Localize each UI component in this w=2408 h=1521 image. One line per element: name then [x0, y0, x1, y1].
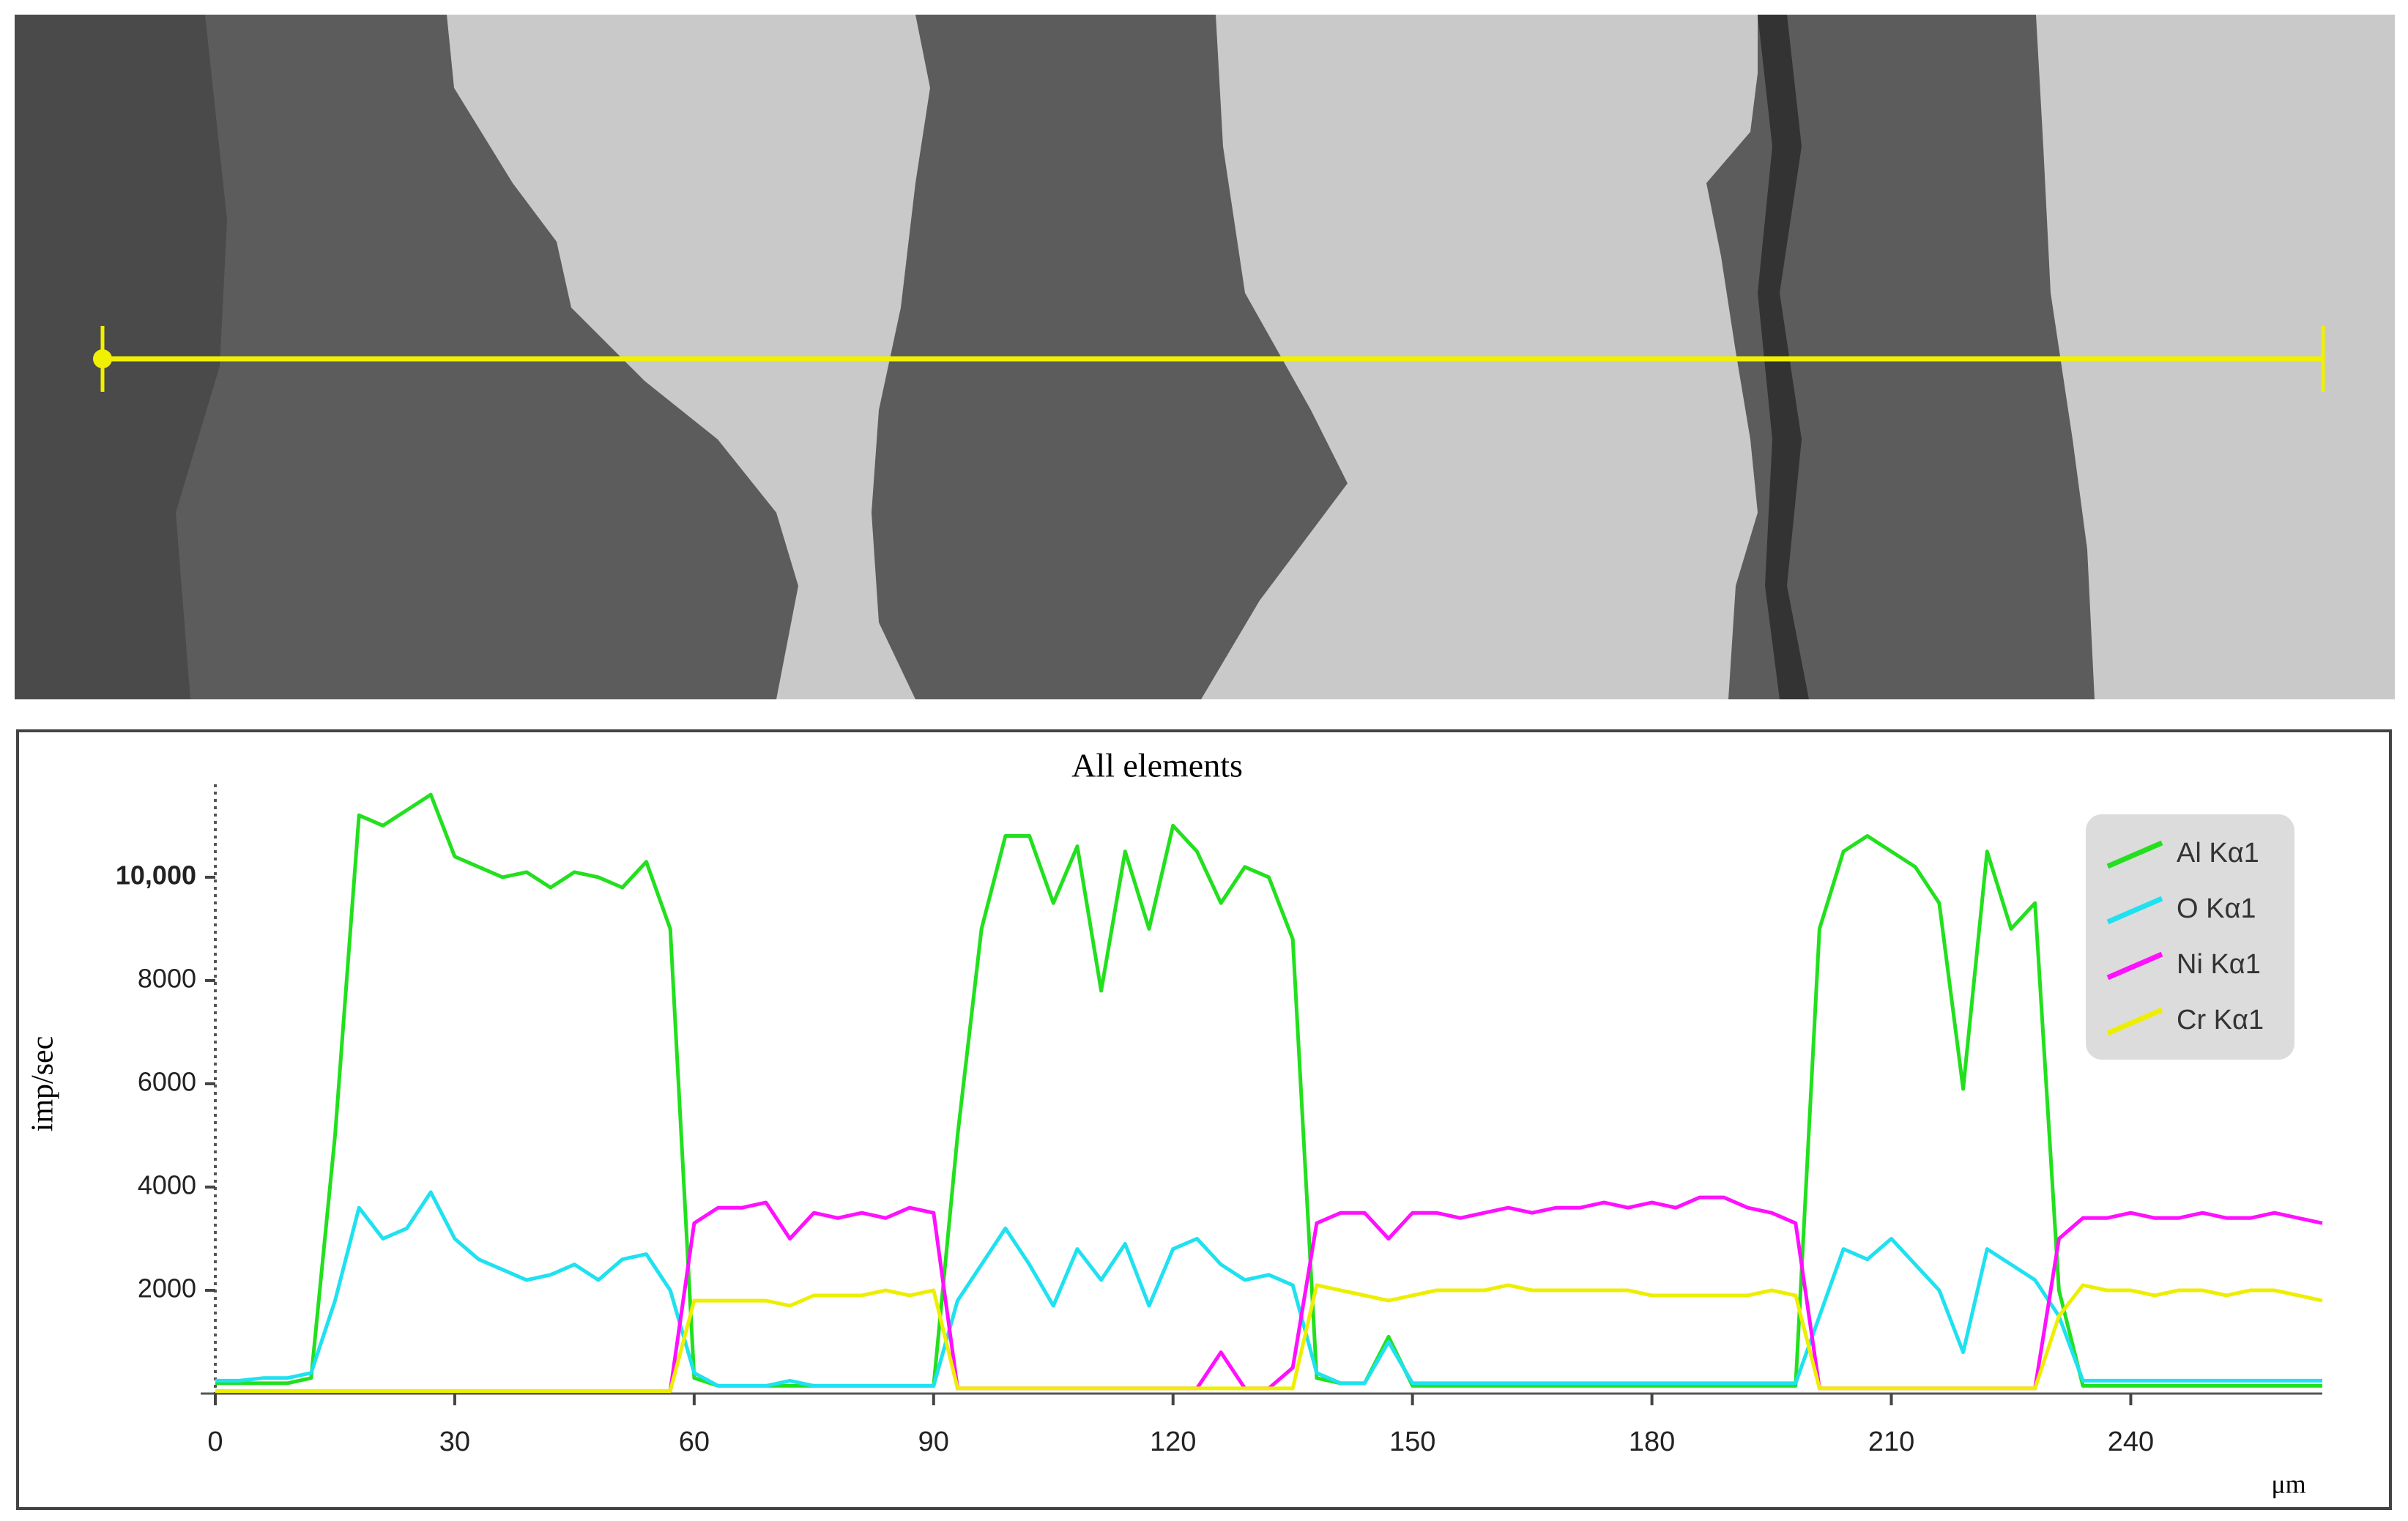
- x-tick-label: 60: [679, 1427, 710, 1457]
- sem-image: [15, 15, 2395, 699]
- x-tick-label: 150: [1389, 1427, 1435, 1457]
- legend-swatch: [2106, 896, 2163, 925]
- x-tick-label: 120: [1150, 1427, 1196, 1457]
- legend-swatch: [2106, 840, 2163, 869]
- y-tick-label: 10,000: [116, 860, 196, 890]
- x-tick-label: 210: [1868, 1427, 1914, 1457]
- legend: Al Kα1 O Kα1 Ni Kα1 Cr Kα1: [2086, 814, 2294, 1060]
- legend-swatch: [2106, 1007, 2163, 1036]
- y-axis-label: imp/sec: [26, 1036, 60, 1132]
- scan-start-dot: [93, 349, 112, 368]
- x-tick-label: 180: [1629, 1427, 1675, 1457]
- x-tick-label: 90: [918, 1427, 949, 1457]
- x-tick-label: 0: [207, 1427, 223, 1457]
- legend-swatch: [2106, 951, 2163, 981]
- legend-label: O Kα1: [2177, 893, 2256, 924]
- legend-label: Cr Kα1: [2177, 1005, 2264, 1035]
- x-tick-label: 30: [439, 1427, 470, 1457]
- legend-label: Al Kα1: [2177, 838, 2259, 869]
- y-tick-label: 8000: [138, 963, 196, 993]
- y-tick-label: 2000: [138, 1273, 196, 1303]
- x-axis-label: μm: [2271, 1469, 2305, 1498]
- legend-box: [2086, 814, 2294, 1060]
- y-tick-label: 6000: [138, 1066, 196, 1096]
- chart-title: All elements: [1071, 747, 1243, 784]
- data-line: [215, 1190, 2322, 1388]
- x-tick-label: 240: [2108, 1427, 2154, 1457]
- data-line: [215, 792, 2322, 1388]
- data-line: [215, 1283, 2323, 1393]
- y-tick-label: 4000: [138, 1169, 196, 1200]
- legend-label: Ni Kα1: [2177, 949, 2261, 980]
